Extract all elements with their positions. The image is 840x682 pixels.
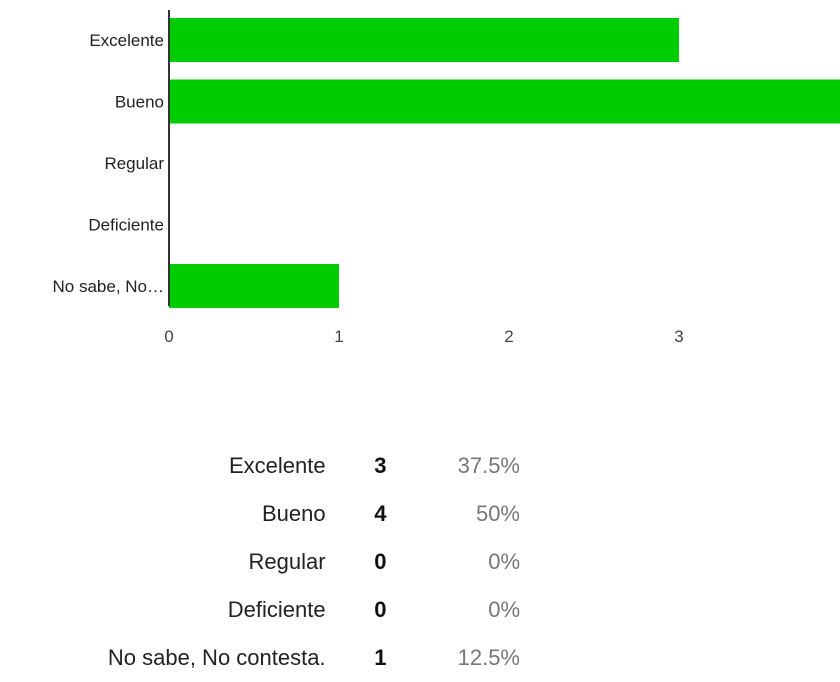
x-tick-label: 1	[334, 327, 343, 346]
category-label: Bueno	[115, 93, 164, 112]
summary-percent: 37.5%	[457, 453, 520, 478]
summary-percent: 50%	[475, 501, 520, 526]
summary-count: 3	[374, 453, 387, 478]
category-label: Regular	[104, 154, 164, 173]
summary-label: Regular	[248, 549, 326, 574]
category-label: Excelente	[89, 31, 164, 50]
summary-count: 1	[374, 645, 387, 670]
bar-1	[169, 79, 840, 124]
summary-row: Regular 0 0%	[0, 538, 520, 586]
summary-label: Excelente	[228, 453, 326, 478]
summary-label: Bueno	[261, 501, 326, 526]
summary-count: 4	[374, 501, 387, 526]
summary-label: No sabe, No contesta.	[107, 645, 326, 670]
summary-percent: 12.5%	[457, 645, 520, 670]
summary-percent: 0%	[488, 597, 520, 622]
summary-table: Excelente 3 37.5% Bueno 4 50% Regular 0 0% Defici…	[0, 442, 520, 682]
x-tick-label: 3	[674, 327, 683, 346]
category-label: Deficiente	[88, 216, 164, 235]
summary-label: Deficiente	[227, 597, 326, 622]
summary-row: No sabe, No contesta. 1 12.5%	[0, 634, 520, 682]
summary-row: Bueno 4 50%	[0, 490, 520, 538]
summary-percent: 0%	[488, 549, 520, 574]
bar-0	[169, 18, 679, 62]
bar-chart: Excelente Bueno Regular Deficiente No sabe, …	[53, 10, 840, 346]
category-label: No sabe, No…	[53, 277, 165, 296]
summary-count: 0	[374, 549, 387, 574]
summary-row: Excelente 3 37.5%	[0, 442, 520, 490]
x-tick-labels: 0 1 2 3	[164, 327, 683, 346]
bars-layer	[169, 18, 840, 308]
x-tick-label: 2	[504, 327, 513, 346]
summary-row: Deficiente 0 0%	[0, 586, 520, 634]
bar-4	[169, 264, 339, 308]
x-tick-label: 0	[164, 327, 173, 346]
category-labels: Excelente Bueno Regular Deficiente No sabe, …	[53, 31, 165, 296]
summary-count: 0	[374, 597, 387, 622]
